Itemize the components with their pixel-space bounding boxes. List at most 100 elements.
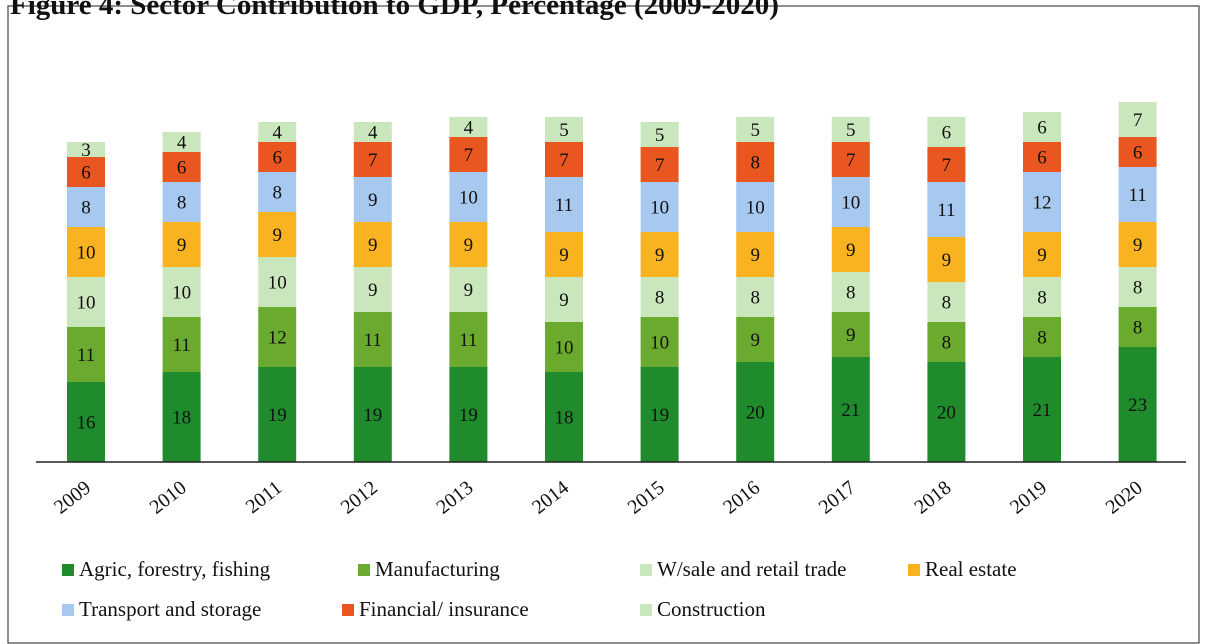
bar-segment	[449, 137, 488, 172]
data-label: 9	[368, 235, 378, 256]
data-label: 10	[841, 192, 860, 213]
legend-swatch	[358, 564, 370, 576]
bar-segment	[927, 147, 966, 182]
bar-segment	[1118, 347, 1157, 462]
bar-segment	[162, 132, 201, 152]
legend-label: Transport and storage	[79, 597, 261, 621]
bar-segment	[67, 327, 105, 382]
data-label: 4	[272, 122, 282, 143]
data-label: 9	[846, 325, 856, 346]
data-label: 12	[268, 327, 287, 348]
x-tick-label: 2020	[1102, 477, 1147, 519]
data-label: 10	[746, 197, 765, 218]
bar-segment	[927, 282, 966, 322]
bar-segment	[353, 267, 392, 312]
data-label: 10	[555, 337, 574, 358]
data-label: 5	[655, 125, 665, 146]
data-label: 9	[1133, 235, 1143, 256]
bar-segment	[545, 177, 583, 232]
bar-segment	[736, 117, 775, 142]
bar-segment	[258, 307, 297, 367]
bar-segment	[162, 182, 201, 222]
data-label: 9	[559, 290, 569, 311]
bar-segment	[1023, 142, 1061, 172]
data-label: 21	[841, 400, 860, 421]
bar-segment	[162, 152, 201, 182]
bar-segment	[162, 267, 201, 317]
data-label: 6	[81, 162, 91, 183]
data-label: 7	[942, 155, 952, 176]
data-label: 20	[937, 402, 956, 423]
data-label: 6	[177, 157, 187, 178]
legend-label: Manufacturing	[375, 557, 500, 581]
data-label: 6	[942, 122, 952, 143]
bar-segment	[545, 277, 583, 322]
legend-label: Agric, forestry, fishing	[79, 557, 271, 581]
data-label: 12	[1033, 192, 1052, 213]
bar-segment	[640, 317, 679, 367]
data-label: 7	[846, 150, 856, 171]
bar-segment	[736, 142, 775, 182]
bar-segment	[736, 232, 775, 277]
bar-segment	[449, 312, 488, 367]
data-label: 8	[272, 182, 282, 203]
bar-segment	[1118, 167, 1157, 222]
data-label: 8	[655, 287, 665, 308]
bar-segment	[640, 122, 679, 147]
data-label: 11	[172, 335, 190, 356]
data-label: 6	[1133, 142, 1143, 163]
chart-title: Figure 4: Sector Contribution to GDP, Pe…	[10, 0, 779, 21]
data-label: 9	[368, 280, 378, 301]
x-tick-label: 2018	[910, 477, 955, 519]
data-label: 9	[368, 190, 378, 211]
data-label: 9	[655, 245, 665, 266]
bar-segment	[449, 267, 488, 312]
bar-segment	[1118, 267, 1157, 307]
bar-segment	[831, 227, 870, 272]
data-label: 10	[650, 197, 669, 218]
data-label: 4	[368, 122, 378, 143]
data-label: 19	[363, 405, 382, 426]
legend-label: W/sale and retail trade	[657, 557, 846, 581]
data-label: 6	[272, 147, 282, 168]
data-label: 8	[942, 292, 952, 313]
data-label: 9	[559, 245, 569, 266]
x-tick-label: 2012	[337, 477, 382, 519]
data-label: 9	[846, 240, 856, 261]
data-label: 16	[77, 412, 96, 433]
bar-segment	[353, 177, 392, 222]
bar-segment	[1118, 222, 1157, 267]
data-label: 10	[459, 187, 478, 208]
bar-segment	[545, 322, 583, 372]
bar-segment	[67, 142, 105, 157]
bar-segment	[640, 232, 679, 277]
data-label: 7	[1133, 110, 1143, 131]
bar-segment	[1023, 277, 1061, 317]
bar-segment	[927, 182, 966, 237]
data-label: 11	[77, 345, 95, 366]
bar-segment	[258, 212, 297, 257]
bar-segment	[449, 222, 488, 267]
data-label: 20	[746, 402, 765, 423]
bar-segment	[353, 122, 392, 142]
bar-segment	[353, 367, 392, 462]
bar-segment	[1118, 307, 1157, 347]
legend-swatch	[640, 604, 652, 616]
bar-segment	[162, 372, 201, 462]
x-tick-label: 2015	[624, 477, 669, 519]
x-tick-label: 2013	[432, 477, 477, 519]
data-label: 11	[364, 330, 382, 351]
data-label: 9	[177, 235, 187, 256]
x-tick-label: 2010	[146, 477, 191, 519]
bar-segment	[258, 122, 297, 142]
data-label: 4	[177, 132, 187, 153]
bar-segment	[67, 187, 105, 227]
data-label: 8	[750, 287, 760, 308]
bar-segment	[736, 362, 775, 462]
data-label: 10	[77, 292, 96, 313]
bar-segment	[1023, 232, 1061, 277]
bar-segment	[1023, 172, 1061, 232]
bar-segment	[831, 177, 870, 227]
bar-segment	[67, 277, 105, 327]
